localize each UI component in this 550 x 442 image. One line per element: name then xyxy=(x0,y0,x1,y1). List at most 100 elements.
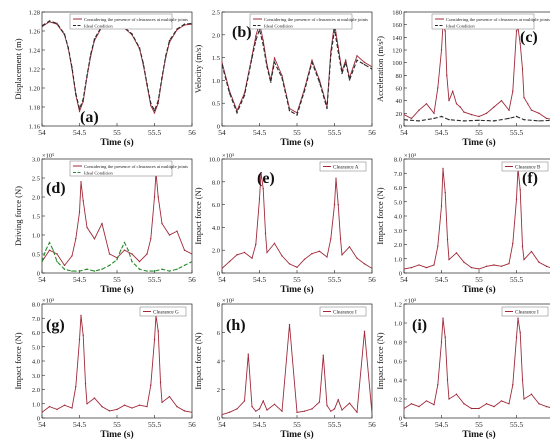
data-point xyxy=(153,112,156,114)
y-tick-label: 1.5 xyxy=(32,214,40,221)
data-point xyxy=(521,68,524,70)
data-point xyxy=(266,66,268,68)
data-point xyxy=(493,120,495,122)
x-tick-label: 55 xyxy=(475,420,483,429)
chart-panel-8: 54 54.5 55 55.5 56 0 2 4 6 8×10² Time (s) Impact fo… xyxy=(193,298,376,441)
y-tick-label: 2.5 xyxy=(32,176,40,183)
data-point xyxy=(463,111,465,113)
data-point xyxy=(131,253,133,255)
data-point xyxy=(157,196,159,198)
y-tick-label: 160 xyxy=(392,22,402,29)
data-point xyxy=(348,246,351,248)
y-tick-label: 8.0 xyxy=(212,179,220,186)
data-point xyxy=(123,249,126,251)
y-tick-label: 3.0 xyxy=(32,373,40,380)
data-point xyxy=(222,61,223,64)
data-point xyxy=(67,47,69,49)
data-point xyxy=(444,336,446,338)
data-point xyxy=(303,410,306,412)
x-axis-title: Time (s) xyxy=(100,137,133,148)
data-point xyxy=(150,238,152,240)
data-point xyxy=(318,81,321,83)
legend-label: Considering the presence of clearances a… xyxy=(84,17,188,22)
x-tick-label: 55 xyxy=(475,128,483,137)
data-point xyxy=(247,353,249,355)
y-tick-label: 80 xyxy=(396,73,403,80)
data-point xyxy=(264,232,267,234)
data-point xyxy=(348,402,351,404)
x-axis-title: Time (s) xyxy=(462,284,495,295)
data-point xyxy=(255,243,257,246)
data-point xyxy=(116,259,118,261)
data-point xyxy=(508,117,510,120)
y-tick-label: 0.4 xyxy=(394,378,403,385)
data-point xyxy=(530,393,533,395)
legend: Clearance A xyxy=(319,161,367,172)
data-point xyxy=(161,222,163,225)
data-point xyxy=(515,336,518,338)
legend-box xyxy=(139,306,187,317)
data-point xyxy=(425,400,428,402)
data-point xyxy=(86,268,88,270)
data-point xyxy=(82,200,84,202)
data-point xyxy=(433,117,435,120)
data-point xyxy=(273,242,276,245)
data-point xyxy=(48,405,51,408)
y-tick-label: 1.16 xyxy=(29,124,41,131)
y-tick-label: 3.0 xyxy=(394,228,402,235)
x-tick-label: 55 xyxy=(475,275,483,284)
plot-frame xyxy=(221,158,373,274)
y-tick-label: 2.5 xyxy=(212,10,220,17)
data-point xyxy=(508,403,510,405)
data-point xyxy=(273,403,276,406)
legend-box xyxy=(501,306,549,317)
y-tick-label: 2 xyxy=(217,387,220,394)
x-tick-label: 54.5 xyxy=(73,128,86,137)
chart-panel-7: 54 54.5 55 55.5 56 0 1.0 2.0 3.0 4.0 5.0 6.0 7.0 8.0×… xyxy=(13,298,196,441)
legend-label: Clearance G xyxy=(153,310,179,316)
x-tick-label: 54.5 xyxy=(253,420,266,429)
data-point xyxy=(446,379,449,381)
y-tick-label: 1.20 xyxy=(29,86,40,93)
data-point xyxy=(78,108,81,110)
y-tick-label: 2.0 xyxy=(212,248,220,255)
data-point xyxy=(371,412,372,415)
data-point xyxy=(266,63,268,66)
x-tick-label: 54 xyxy=(218,128,226,137)
data-point xyxy=(153,196,156,198)
data-point xyxy=(512,384,514,386)
data-point xyxy=(93,270,96,272)
legend-label: Clearance I xyxy=(333,310,357,316)
x-tick-label: 55.5 xyxy=(328,275,341,284)
data-point xyxy=(56,408,58,411)
x-tick-label: 56 xyxy=(368,420,376,429)
y-tick-label: 0 xyxy=(217,124,220,131)
data-point xyxy=(345,59,347,61)
data-point xyxy=(356,55,358,57)
data-point xyxy=(116,408,118,411)
data-point xyxy=(78,270,81,272)
data-point xyxy=(288,263,291,265)
x-axis-title: Time (s) xyxy=(280,137,313,148)
y-exponent-label: ×10³ xyxy=(404,153,416,160)
data-point xyxy=(437,384,439,386)
plot-area xyxy=(222,171,372,270)
x-axis-title: Time (s) xyxy=(280,284,313,295)
data-point xyxy=(78,338,81,341)
x-tick-label: 55 xyxy=(113,128,121,137)
data-point xyxy=(146,270,148,272)
data-point xyxy=(470,113,473,116)
data-point xyxy=(48,249,51,251)
data-point xyxy=(243,400,246,402)
data-point xyxy=(440,49,443,51)
data-point xyxy=(538,120,540,122)
data-point xyxy=(228,411,231,413)
y-tick-label: 7.0 xyxy=(32,316,40,323)
data-point xyxy=(493,264,495,266)
panel-letter: (h) xyxy=(226,317,246,334)
data-point xyxy=(273,57,276,59)
y-tick-label: 0 xyxy=(217,416,220,423)
data-point xyxy=(330,410,332,412)
data-point xyxy=(146,405,148,408)
x-tick-label: 54 xyxy=(218,420,226,429)
